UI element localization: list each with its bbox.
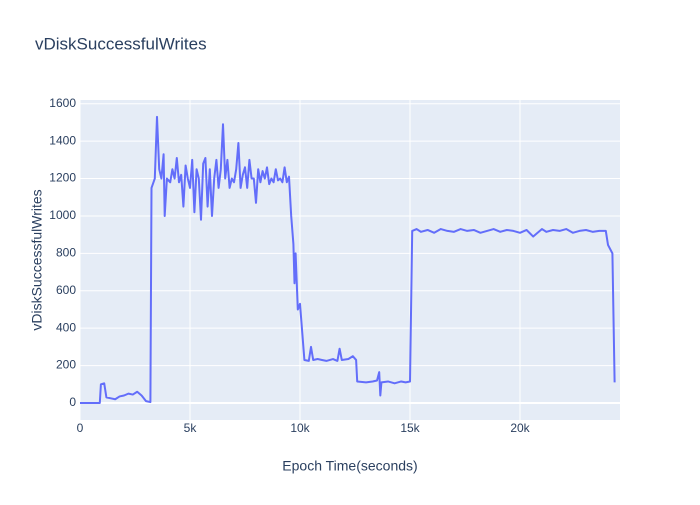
- x-axis-title: Epoch Time(seconds): [282, 458, 417, 474]
- y-tick-label: 800: [56, 246, 76, 260]
- y-tick-label: 600: [56, 283, 76, 297]
- y-axis-title: vDiskSuccessfulWrites: [29, 189, 45, 330]
- chart-title: vDiskSuccessfulWrites: [35, 34, 207, 53]
- y-tick-label: 400: [56, 320, 76, 334]
- data-line: [80, 115, 616, 404]
- y-tick-label: 0: [69, 395, 76, 409]
- y-tick-label: 1200: [49, 171, 76, 185]
- x-tick-label: 0: [77, 421, 84, 435]
- x-tick-label: 20k: [510, 421, 530, 435]
- y-tick-label: 1000: [49, 208, 76, 222]
- y-tick-label: 1600: [49, 96, 76, 110]
- x-tick-label: 5k: [184, 421, 198, 435]
- y-tick-label: 200: [56, 358, 76, 372]
- x-tick-label: 10k: [290, 421, 310, 435]
- y-tick-label: 1400: [49, 133, 76, 147]
- plot-area: [80, 100, 620, 420]
- x-tick-label: 15k: [400, 421, 420, 435]
